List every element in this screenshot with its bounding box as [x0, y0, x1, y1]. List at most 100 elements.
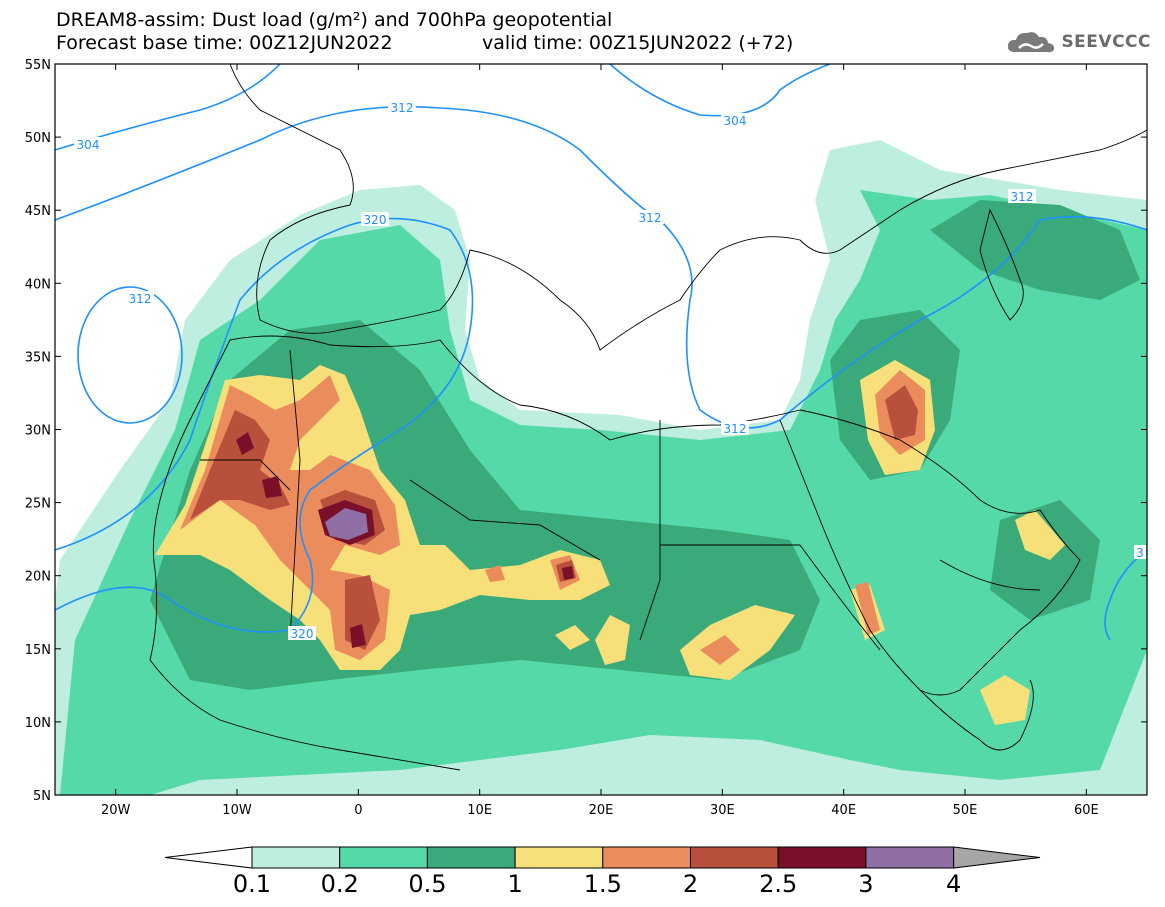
lat-label: 35N [25, 350, 51, 365]
contour-label-bg [721, 113, 749, 127]
lat-label: 5N [33, 789, 51, 804]
dust-region-1d [595, 615, 630, 665]
latitude-axis: 55N 50N 45N 40N 35N 30N 25N 20N 15N 10N 5N [25, 58, 1147, 804]
valid-time: valid time: 00Z15JUN2022 (+72) [482, 32, 794, 54]
colorbar-tick-label: 1 [507, 870, 522, 898]
dust-region-1c [680, 605, 795, 680]
dust-region-05c [930, 200, 1140, 300]
lat-label: 50N [25, 131, 51, 146]
border-line-6 [799, 544, 881, 651]
lon-label: 10E [467, 803, 492, 818]
colorbar-segment [602, 846, 691, 869]
lat-label: 10N [25, 716, 51, 731]
colorbar: 0.1 0.2 0.5 1 1.5 2 2.5 3 4 [164, 846, 1041, 898]
colorbar-tick-label: 0.1 [233, 870, 271, 898]
lon-label: 0 [354, 803, 362, 818]
contour-label-bg [1008, 189, 1036, 203]
dust-region-2d [885, 385, 918, 440]
lon-label: 50E [953, 803, 978, 818]
contour-label-bg [126, 291, 154, 305]
colorbar-arrow-high [953, 846, 1041, 869]
europe-coast [229, 64, 1147, 351]
colorbar-tick-label: 0.5 [408, 870, 446, 898]
lon-label: 30E [710, 803, 735, 818]
border-line-3 [639, 420, 661, 641]
arabia-coast [799, 409, 1081, 696]
dust-region-15e [855, 582, 880, 635]
border-line-2 [409, 479, 601, 561]
colorbar-segment [426, 846, 516, 869]
colorbar-tick-label: 4 [946, 870, 961, 898]
lon-label: 40E [831, 803, 856, 818]
contour-labels: 304 312 320 312 320 312 304 312 312 3 [74, 100, 1146, 641]
seevccc-logo: SEEVCCC [1005, 28, 1151, 56]
colorbar-segment [251, 846, 341, 869]
dust-region-15d [700, 635, 740, 665]
dust-region-25d [350, 624, 366, 648]
colorbar-segment [690, 846, 779, 869]
lat-label: 45N [25, 204, 51, 219]
contour-label: 312 [639, 211, 662, 225]
coastlines-borders [149, 64, 1147, 771]
red-sea-coast [779, 419, 921, 691]
contour-label-bg [288, 626, 316, 640]
dust-region-05d [990, 500, 1100, 620]
dust-region-1f [1015, 510, 1065, 560]
caspian-coast [979, 208, 1024, 321]
contour-label: 3 [1136, 546, 1144, 560]
border-line-1 [289, 349, 301, 641]
border-line-4 [200, 459, 291, 491]
contour-label: 312 [391, 101, 414, 115]
colorbar-segment [339, 846, 428, 869]
contour-312-west [55, 105, 1147, 429]
contour-label: 312 [724, 422, 747, 436]
dust-field [55, 64, 1147, 795]
horn-africa-coast [919, 679, 1034, 751]
dust-region-25a [236, 432, 254, 455]
lon-label: 20E [589, 803, 614, 818]
lat-label: 40N [25, 277, 51, 292]
logo-text: SEEVCCC [1061, 32, 1151, 52]
dust-region-1h [555, 625, 590, 650]
colorbar-tick-label: 2.5 [759, 870, 797, 898]
map-title: DREAM8-assim: Dust load (g/m²) and 700hP… [56, 9, 613, 31]
border-line-7 [939, 559, 1041, 591]
dust-region-25e [562, 566, 574, 580]
colorbar-segment [777, 846, 867, 869]
contour-label-bg [636, 210, 664, 224]
contour-label: 312 [129, 292, 152, 306]
colorbar-segment [514, 846, 604, 869]
lat-label: 15N [25, 643, 51, 658]
lon-label: 20W [101, 803, 131, 818]
lat-label: 55N [25, 58, 51, 73]
contour-label: 304 [77, 138, 100, 152]
contour-label-bg [361, 212, 389, 226]
colorbar-arrow-low [164, 846, 253, 869]
cloud-logo-icon [1008, 32, 1055, 53]
colorbar-segment [865, 846, 955, 869]
colorbar-tick-label: 2 [683, 870, 698, 898]
lon-label: 60E [1074, 803, 1099, 818]
lon-label: 10W [222, 803, 252, 818]
contour-label: 312 [1011, 190, 1034, 204]
dust-region-25b [262, 476, 282, 498]
lat-label: 20N [25, 570, 51, 585]
contour-320-west [55, 217, 474, 633]
contour-312-east [1104, 549, 1147, 641]
colorbar-tick-label: 1.5 [584, 870, 622, 898]
colorbar-tick-label: 0.2 [321, 870, 359, 898]
contour-label: 304 [724, 114, 747, 128]
contour-312-closed [77, 286, 183, 424]
contour-label-bg [721, 421, 749, 435]
lat-label: 30N [25, 424, 51, 439]
lat-label: 25N [25, 497, 51, 512]
dust-region-1e [980, 675, 1030, 725]
contour-label-bg [1134, 545, 1146, 559]
contour-label: 320 [291, 627, 314, 641]
contour-label-bg [74, 137, 102, 151]
contour-label: 320 [364, 213, 387, 227]
colorbar-tick-label: 3 [858, 870, 873, 898]
contour-label-bg [388, 100, 416, 114]
forecast-base-time: Forecast base time: 00Z12JUN2022 [56, 32, 393, 54]
